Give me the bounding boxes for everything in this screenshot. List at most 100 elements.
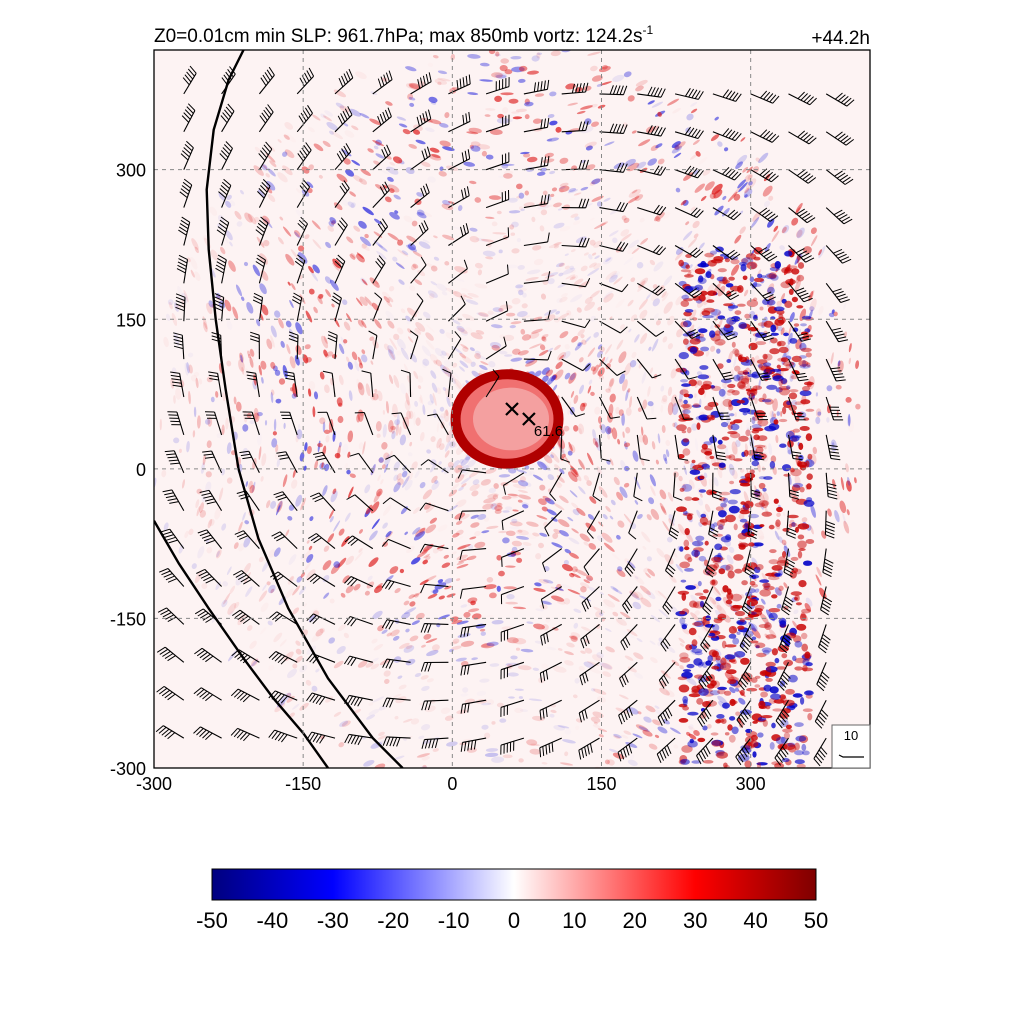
vorticity-cell xyxy=(799,308,807,322)
rainband-cell xyxy=(754,444,766,448)
vorticity-cell xyxy=(299,702,309,711)
vorticity-cell xyxy=(243,410,248,423)
vorticity-cell xyxy=(509,324,516,329)
vorticity-cell xyxy=(342,299,348,305)
vorticity-cell xyxy=(810,504,816,518)
rainband-cell xyxy=(762,649,770,655)
vorticity-cell xyxy=(541,336,546,341)
vorticity-cell xyxy=(460,640,475,647)
vorticity-cell xyxy=(388,296,394,303)
vorticity-cell xyxy=(506,593,515,600)
vorticity-cell xyxy=(527,780,538,784)
vorticity-cell xyxy=(592,711,604,718)
vorticity-cell xyxy=(451,483,460,491)
rainband-cell xyxy=(682,695,689,704)
vorticity-cell xyxy=(315,628,324,637)
rainband-cell xyxy=(691,648,703,654)
vorticity-cell xyxy=(438,614,450,620)
vorticity-cell xyxy=(482,250,496,257)
rainband-cell xyxy=(691,459,696,464)
vorticity-cell xyxy=(574,342,583,351)
vorticity-cell xyxy=(436,437,442,449)
rainband-cell xyxy=(771,722,776,729)
vorticity-cell xyxy=(593,240,603,248)
rainband-cell xyxy=(698,595,707,600)
vorticity-cell xyxy=(561,50,572,53)
vorticity-cell xyxy=(580,105,593,110)
vorticity-cell xyxy=(411,620,420,625)
vorticity-cell xyxy=(581,203,593,209)
vorticity-cell xyxy=(654,705,660,709)
vorticity-cell xyxy=(312,264,320,274)
vorticity-cell xyxy=(184,530,189,539)
rainband-cell xyxy=(778,418,788,423)
rainband-cell xyxy=(713,563,720,569)
rainband-cell xyxy=(750,734,758,742)
vorticity-cell xyxy=(345,555,355,566)
vorticity-cell xyxy=(437,77,451,82)
vorticity-cell xyxy=(509,521,523,527)
rainband-cell xyxy=(768,608,781,613)
vorticity-cell xyxy=(553,222,565,229)
vorticity-cell xyxy=(573,425,579,432)
vorticity-cell xyxy=(633,652,644,660)
vorticity-cell xyxy=(456,563,469,569)
vorticity-cell xyxy=(532,245,542,251)
vorticity-cell xyxy=(583,661,595,669)
vorticity-cell xyxy=(591,654,603,662)
rainband-cell xyxy=(777,357,786,362)
vorticity-cell xyxy=(498,530,508,534)
vorticity-cell xyxy=(653,212,665,222)
vorticity-cell xyxy=(494,509,502,514)
vorticity-cell xyxy=(738,513,745,520)
vorticity-cell xyxy=(578,357,584,363)
vorticity-cell xyxy=(559,331,569,339)
vorticity-cell xyxy=(541,624,549,631)
vorticity-cell xyxy=(510,357,523,362)
vorticity-cell xyxy=(237,613,247,626)
vorticity-cell xyxy=(541,367,550,375)
vorticity-cell xyxy=(233,542,239,549)
vorticity-cell xyxy=(463,295,473,299)
vorticity-cell xyxy=(576,507,586,516)
vorticity-cell xyxy=(651,101,664,108)
vorticity-cell xyxy=(325,696,334,703)
vorticity-cell xyxy=(484,114,491,117)
vorticity-cell xyxy=(357,660,368,668)
rainband-cell xyxy=(722,398,733,407)
rainband-cell xyxy=(724,258,731,263)
vorticity-cell xyxy=(549,120,558,126)
vorticity-cell xyxy=(660,505,667,515)
vorticity-cell xyxy=(567,589,581,595)
vorticity-cell xyxy=(484,752,499,758)
reference-barb-key: 10 xyxy=(831,724,871,769)
y-axis: -300 -150 0 150 300 xyxy=(110,161,146,779)
vorticity-cell xyxy=(559,189,564,193)
rainband-cell xyxy=(702,661,708,668)
rainband-cell xyxy=(700,385,712,390)
vorticity-cell xyxy=(774,587,782,596)
vorticity-cell xyxy=(796,229,803,238)
vorticity-cell xyxy=(518,696,523,699)
vorticity-cell xyxy=(694,610,700,616)
vorticity-cell xyxy=(322,560,332,571)
rainband-cell xyxy=(700,346,710,352)
reference-barb-label: 10 xyxy=(844,728,858,743)
y-tick-label: 150 xyxy=(116,310,146,330)
vorticity-cell xyxy=(641,531,651,543)
vorticity-cell xyxy=(514,770,519,774)
vorticity-cell xyxy=(412,251,423,257)
vorticity-cell xyxy=(657,726,668,734)
vorticity-cell xyxy=(563,425,570,432)
rainband-cell xyxy=(796,412,803,417)
vorticity-cell xyxy=(226,442,232,454)
rainband-cell xyxy=(740,507,750,512)
vorticity-cell xyxy=(638,298,648,310)
rainband-cell xyxy=(785,430,795,439)
rainband-cell xyxy=(718,462,726,468)
vorticity-cell xyxy=(550,454,554,459)
vorticity-cell xyxy=(357,382,365,396)
vorticity-cell xyxy=(304,344,311,350)
rainband-cell xyxy=(759,579,770,583)
vorticity-cell xyxy=(508,468,517,474)
